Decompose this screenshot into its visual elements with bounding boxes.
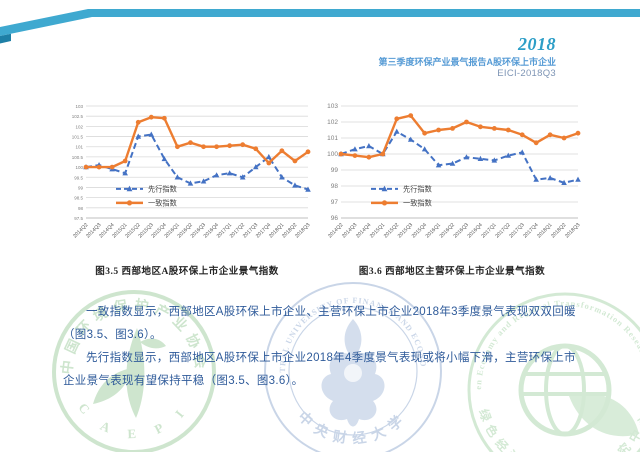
svg-text:先行指数: 先行指数 [148, 184, 177, 193]
svg-text:98: 98 [331, 183, 339, 190]
report-subtitle: 第三季度环保产业景气报告A股环保上市企业 [378, 56, 556, 67]
svg-text:一致指数: 一致指数 [403, 198, 432, 207]
svg-text:96: 96 [331, 215, 339, 222]
body-text: 一致指数显示，西部地区A股环保上市企业、主营环保上市企业2018年3季度景气表现… [63, 301, 578, 393]
svg-text:102: 102 [75, 124, 83, 129]
svg-text:先行指数: 先行指数 [403, 184, 432, 193]
paragraph-consistent-index: 一致指数显示，西部地区A股环保上市企业、主营环保上市企业2018年3季度景气表现… [63, 306, 576, 341]
svg-text:绿色经济与区域转型研究中心: 绿色经济与区域转型研究中心 [476, 407, 640, 452]
svg-text:102.5: 102.5 [72, 114, 84, 119]
figure-3-6: 103 102 101 100 99 98 97 96 2014Q2 2014Q3 2014Q4 20… [314, 96, 590, 277]
svg-text:97.5: 97.5 [74, 216, 83, 221]
svg-text:99.5: 99.5 [74, 175, 83, 180]
svg-text:103: 103 [75, 104, 83, 109]
svg-text:99: 99 [331, 167, 339, 174]
svg-text:101: 101 [327, 135, 338, 142]
svg-text:98.5: 98.5 [74, 196, 83, 201]
svg-text:102: 102 [327, 119, 338, 126]
fig-3-5-line-chart: 103 102.5 102 101.5 101 100.5 100 99.5 99 98.5 98 9… [72, 104, 312, 239]
svg-text:100.5: 100.5 [72, 155, 84, 160]
report-year: 2018 [518, 34, 556, 54]
svg-text:101.5: 101.5 [72, 135, 84, 140]
svg-text:101: 101 [75, 145, 83, 150]
svg-text:100: 100 [327, 151, 338, 158]
ribbon-band [0, 9, 640, 36]
header-ribbon [0, 9, 640, 44]
paragraph-leading-index: 先行指数显示，西部地区A股环保上市企业2018年4季度景气表现或将小幅下滑，主营… [63, 352, 576, 387]
report-header: 2018 第三季度环保产业景气报告A股环保上市企业 EICI-2018Q3 [378, 34, 556, 80]
svg-text:100: 100 [75, 165, 83, 170]
figure-3-5: 103 102.5 102 101.5 101 100.5 100 99.5 99 98.5 98 9… [60, 96, 314, 277]
svg-text:中央财经大学: 中央财经大学 [294, 408, 411, 448]
svg-text:2018Q3: 2018Q3 [294, 222, 311, 239]
svg-text:97: 97 [331, 199, 339, 206]
svg-text:一致指数: 一致指数 [148, 198, 177, 207]
svg-text:2018Q3: 2018Q3 [564, 222, 581, 239]
fig-3-5-caption: 图3.5 西部地区A股环保上市企业景气指数 [95, 267, 279, 277]
svg-text:98: 98 [78, 206, 84, 211]
ribbon-fold [0, 33, 11, 44]
svg-text:C A E P I: C A E P I [76, 400, 193, 441]
fig-3-6-caption: 图3.6 西部地区主营环保上市企业景气指数 [358, 267, 546, 277]
svg-text:103: 103 [327, 103, 338, 110]
report-code: EICI-2018Q3 [497, 68, 556, 80]
svg-text:99: 99 [78, 185, 84, 190]
fig-3-6-line-chart: 103102101100999897962014Q22014Q32014Q420… [327, 103, 581, 239]
